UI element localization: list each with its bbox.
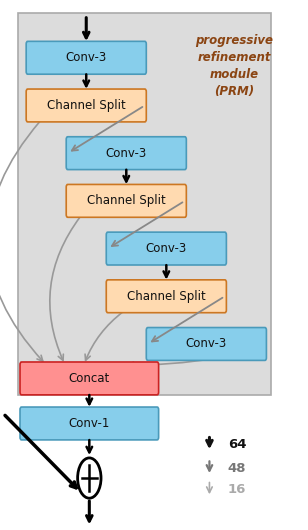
- FancyBboxPatch shape: [26, 41, 146, 74]
- FancyBboxPatch shape: [26, 89, 146, 122]
- FancyBboxPatch shape: [20, 407, 159, 440]
- Text: Conv-1: Conv-1: [69, 417, 110, 430]
- Text: Conv-3: Conv-3: [186, 338, 227, 350]
- Text: Concat: Concat: [69, 372, 110, 385]
- Text: 64: 64: [228, 438, 246, 451]
- Text: Channel Split: Channel Split: [47, 99, 126, 112]
- FancyBboxPatch shape: [106, 280, 226, 313]
- Text: Channel Split: Channel Split: [127, 290, 206, 303]
- Text: Channel Split: Channel Split: [87, 195, 166, 207]
- Text: 16: 16: [228, 483, 246, 496]
- Text: Conv-3: Conv-3: [146, 242, 187, 255]
- FancyBboxPatch shape: [66, 184, 186, 217]
- FancyBboxPatch shape: [18, 13, 271, 395]
- FancyBboxPatch shape: [66, 137, 186, 170]
- Text: Conv-3: Conv-3: [66, 51, 107, 64]
- Circle shape: [78, 458, 101, 498]
- FancyBboxPatch shape: [20, 362, 159, 395]
- FancyBboxPatch shape: [106, 232, 226, 265]
- Text: progressive
refinement
module
(PRM): progressive refinement module (PRM): [195, 34, 273, 99]
- Text: 48: 48: [228, 462, 246, 475]
- Text: Conv-3: Conv-3: [106, 147, 147, 160]
- FancyBboxPatch shape: [146, 328, 266, 360]
